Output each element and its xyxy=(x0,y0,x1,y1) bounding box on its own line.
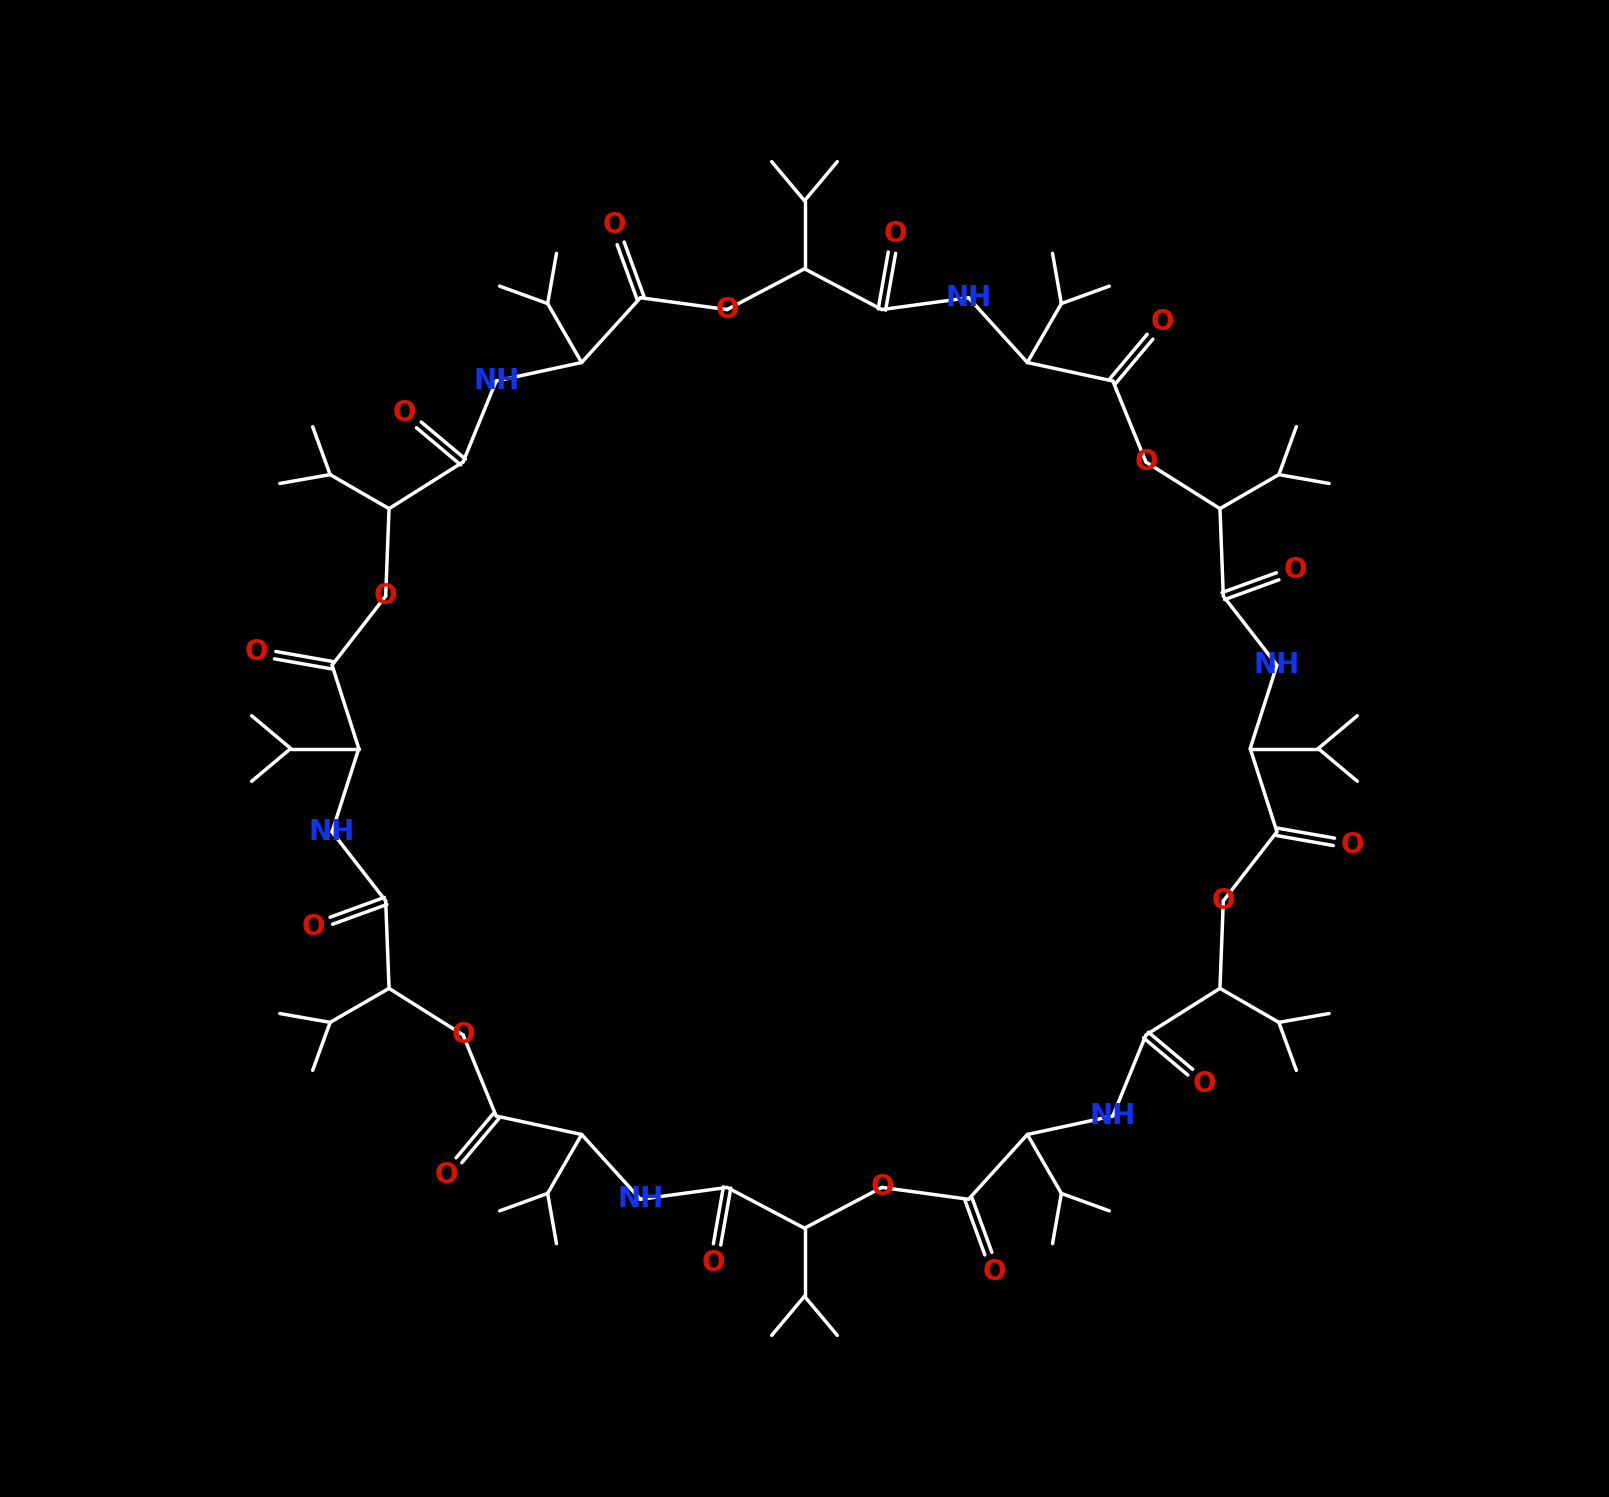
Text: NH: NH xyxy=(1089,1102,1136,1130)
Text: NH: NH xyxy=(618,1186,663,1213)
Text: NH: NH xyxy=(473,367,520,395)
Text: O: O xyxy=(1340,831,1364,859)
Text: O: O xyxy=(1284,555,1308,584)
Text: O: O xyxy=(1150,308,1175,337)
Text: O: O xyxy=(702,1248,726,1277)
Text: NH: NH xyxy=(946,284,991,311)
Text: O: O xyxy=(393,398,415,427)
Text: O: O xyxy=(434,1160,459,1189)
Text: O: O xyxy=(373,582,397,611)
Text: O: O xyxy=(1212,886,1236,915)
Text: O: O xyxy=(245,638,269,666)
Text: O: O xyxy=(1194,1070,1216,1099)
Text: O: O xyxy=(301,913,325,942)
Text: NH: NH xyxy=(1253,651,1300,680)
Text: O: O xyxy=(983,1257,1007,1286)
Text: NH: NH xyxy=(309,817,356,846)
Text: O: O xyxy=(870,1174,893,1202)
Text: O: O xyxy=(883,220,907,249)
Text: O: O xyxy=(602,211,626,240)
Text: O: O xyxy=(716,295,739,323)
Text: O: O xyxy=(1134,448,1157,476)
Text: O: O xyxy=(452,1021,475,1049)
